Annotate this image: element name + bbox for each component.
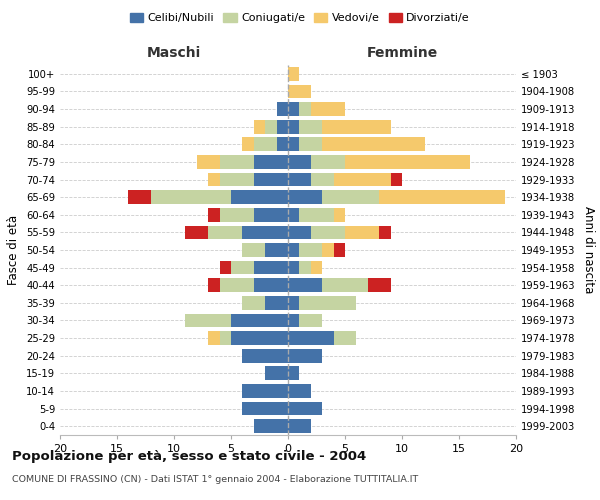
Text: Femmine: Femmine — [367, 46, 437, 60]
Bar — [288, 138, 299, 151]
Bar — [265, 366, 288, 380]
Bar — [368, 278, 391, 292]
Bar — [288, 84, 311, 98]
Bar — [197, 155, 220, 169]
Bar — [254, 120, 265, 134]
Bar — [277, 138, 288, 151]
Bar — [242, 402, 288, 415]
Y-axis label: Anni di nascita: Anni di nascita — [582, 206, 595, 294]
Bar — [231, 331, 288, 345]
Bar — [288, 366, 299, 380]
Bar — [277, 102, 288, 116]
Bar — [288, 102, 299, 116]
Text: COMUNE DI FRASSINO (CN) - Dati ISTAT 1° gennaio 2004 - Elaborazione TUTTITALIA.I: COMUNE DI FRASSINO (CN) - Dati ISTAT 1° … — [12, 475, 418, 484]
Bar — [311, 172, 334, 186]
Legend: Celibi/Nubili, Coniugati/e, Vedovi/e, Divorziati/e: Celibi/Nubili, Coniugati/e, Vedovi/e, Di… — [125, 8, 475, 28]
Bar — [299, 314, 322, 328]
Bar — [379, 190, 505, 204]
Bar — [322, 278, 368, 292]
Bar — [322, 190, 379, 204]
Bar — [288, 190, 322, 204]
Bar — [334, 243, 345, 257]
Bar — [254, 278, 288, 292]
Bar — [288, 67, 299, 80]
Bar — [299, 102, 311, 116]
Bar — [254, 420, 288, 433]
Bar — [311, 102, 345, 116]
Bar — [265, 296, 288, 310]
Bar — [322, 138, 425, 151]
Bar — [334, 331, 356, 345]
Bar — [288, 278, 322, 292]
Bar — [322, 120, 391, 134]
Bar — [288, 314, 299, 328]
Bar — [299, 138, 322, 151]
Bar — [242, 296, 265, 310]
Bar — [299, 208, 334, 222]
Bar — [242, 349, 288, 362]
Bar — [334, 208, 345, 222]
Bar — [242, 384, 288, 398]
Bar — [231, 314, 288, 328]
Bar — [254, 260, 288, 274]
Bar — [345, 155, 470, 169]
Bar — [299, 260, 311, 274]
Bar — [231, 260, 254, 274]
Bar — [299, 243, 322, 257]
Bar — [220, 278, 254, 292]
Bar — [311, 260, 322, 274]
Bar — [311, 226, 345, 239]
Bar — [220, 260, 231, 274]
Bar — [288, 296, 299, 310]
Bar — [220, 331, 231, 345]
Bar — [231, 190, 288, 204]
Bar — [220, 155, 254, 169]
Bar — [242, 243, 265, 257]
Bar — [288, 226, 311, 239]
Bar — [288, 402, 322, 415]
Bar — [322, 243, 334, 257]
Bar — [220, 208, 254, 222]
Bar — [288, 155, 311, 169]
Bar — [254, 138, 277, 151]
Bar — [242, 138, 254, 151]
Bar — [185, 314, 231, 328]
Bar — [288, 172, 311, 186]
Bar — [334, 172, 391, 186]
Bar — [208, 331, 220, 345]
Bar — [254, 208, 288, 222]
Bar — [208, 278, 220, 292]
Bar — [288, 260, 299, 274]
Bar — [254, 172, 288, 186]
Bar — [288, 420, 311, 433]
Text: Popolazione per età, sesso e stato civile - 2004: Popolazione per età, sesso e stato civil… — [12, 450, 366, 463]
Bar — [288, 243, 299, 257]
Bar — [288, 349, 322, 362]
Bar — [185, 226, 208, 239]
Bar — [391, 172, 402, 186]
Bar — [288, 384, 311, 398]
Bar — [299, 120, 322, 134]
Bar — [265, 120, 277, 134]
Bar — [345, 226, 379, 239]
Bar — [242, 226, 288, 239]
Bar — [220, 172, 254, 186]
Bar — [254, 155, 288, 169]
Bar — [265, 243, 288, 257]
Bar — [288, 120, 299, 134]
Bar — [151, 190, 231, 204]
Bar — [299, 296, 356, 310]
Bar — [128, 190, 151, 204]
Y-axis label: Fasce di età: Fasce di età — [7, 215, 20, 285]
Bar — [208, 208, 220, 222]
Bar — [208, 226, 242, 239]
Bar — [277, 120, 288, 134]
Bar — [288, 331, 334, 345]
Bar — [311, 155, 345, 169]
Bar — [208, 172, 220, 186]
Text: Maschi: Maschi — [147, 46, 201, 60]
Bar — [288, 208, 299, 222]
Bar — [379, 226, 391, 239]
